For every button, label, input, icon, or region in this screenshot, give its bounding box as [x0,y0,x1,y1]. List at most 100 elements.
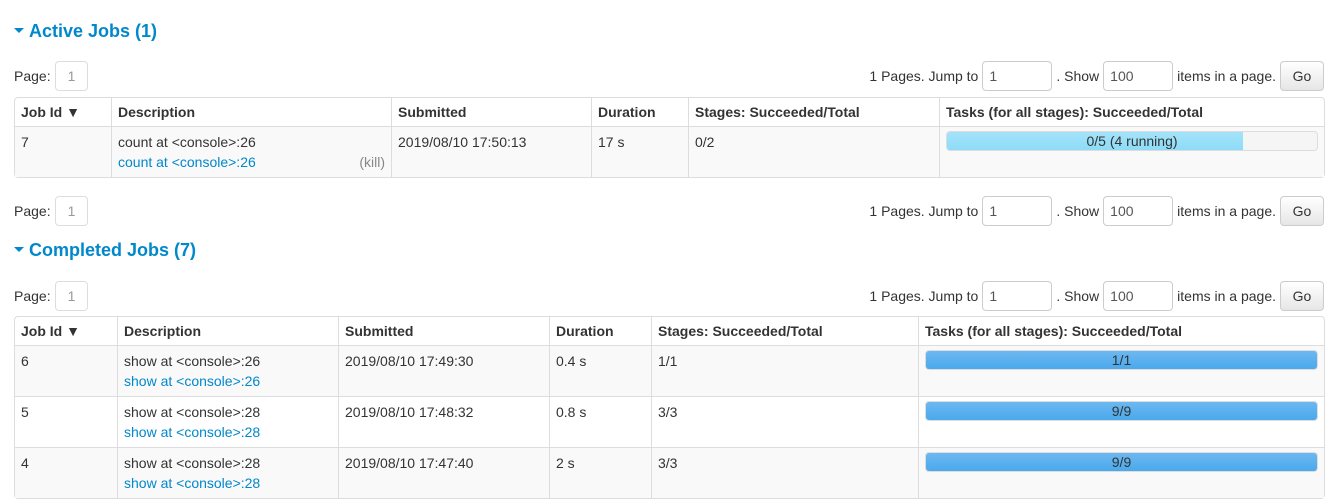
tasks-progress-bar: 9/9 [925,452,1318,472]
pages-text: 1 Pages. Jump to [869,68,979,84]
go-button[interactable]: Go [1280,61,1324,91]
table-row: 6 show at <console>:26 show at <console>:2… [15,346,1324,397]
page-size-input[interactable] [1103,196,1174,226]
job-id-cell: 7 [15,127,111,177]
duration-cell: 17 s [591,127,688,177]
active-pager-bottom: Page:1 1 Pages. Jump to . Show items in a p… [14,196,1324,226]
tasks-cell: 1/1 [918,346,1324,397]
collapse-arrow-icon [14,28,24,34]
go-button[interactable]: Go [1280,196,1324,226]
progress-fill [926,402,1317,420]
table-row: 5 show at <console>:28 show at <console>:2… [15,397,1324,448]
job-detail-link[interactable]: show at <console>:26 [124,373,261,389]
page-number-link[interactable]: 1 [55,61,88,91]
job-detail-link[interactable]: show at <console>:28 [124,424,261,440]
show-text: . Show [1056,68,1100,84]
completed-jobs-toggle[interactable]: Completed Jobs (7) [14,240,196,261]
show-text: . Show [1056,203,1100,219]
column-header-duration[interactable]: Duration [591,98,688,127]
tasks-cell: 9/9 [918,397,1324,448]
description-cell: count at <console>:26 count at <console>:… [111,127,391,177]
stages-cell: 3/3 [651,448,918,498]
active-jobs-title: Active Jobs (1) [29,21,158,41]
pager-controls: 1 Pages. Jump to . Show items in a page.Go [869,196,1324,226]
completed-pager-top: Page:1 1 Pages. Jump to . Show items in a p… [14,281,1324,311]
submitted-cell: 2019/08/10 17:49:30 [338,346,549,397]
header-row: Job Id ▼ Description Submitted Duration Stag… [15,317,1324,346]
description-cell: show at <console>:28 show at <console>:28 [117,397,338,448]
items-text: items in a page. [1177,288,1276,304]
progress-fill [926,351,1317,369]
description-text: show at <console>:28 [124,404,261,420]
active-jobs-toggle[interactable]: Active Jobs (1) [14,21,157,42]
page-number-link[interactable]: 1 [55,196,88,226]
table-row: 4 show at <console>:28 show at <console>:2… [15,448,1324,498]
stages-cell: 0/2 [688,127,939,177]
submitted-cell: 2019/08/10 17:47:40 [338,448,549,498]
duration-cell: 0.8 s [549,397,651,448]
column-header-tasks[interactable]: Tasks (for all stages): Succeeded/Total [918,317,1324,346]
page-size-input[interactable] [1103,281,1174,311]
page-label: Page: [14,288,51,304]
tasks-cell: 0/5 (4 running) [939,127,1324,177]
active-pager-top: Page:1 1 Pages. Jump to . Show items in a p… [14,61,1324,91]
stages-cell: 3/3 [651,397,918,448]
stages-cell: 1/1 [651,346,918,397]
page-label: Page: [14,203,51,219]
progress-text: 9/9 [1111,454,1132,470]
submitted-cell: 2019/08/10 17:48:32 [338,397,549,448]
column-header-duration[interactable]: Duration [549,317,651,346]
tasks-progress-bar: 0/5 (4 running) [946,131,1318,151]
job-id-cell: 4 [15,448,117,498]
column-header-tasks[interactable]: Tasks (for all stages): Succeeded/Total [939,98,1324,127]
progress-text: 9/9 [1111,403,1132,419]
pages-text: 1 Pages. Jump to [869,288,979,304]
active-jobs-table: Job Id ▼ Description Submitted Duration Stag… [14,97,1325,178]
pager-controls: 1 Pages. Jump to . Show items in a page.Go [869,61,1324,91]
duration-cell: 2 s [549,448,651,498]
column-header-job-id[interactable]: Job Id ▼ [15,317,117,346]
page-number-link[interactable]: 1 [55,281,88,311]
progress-fill [926,453,1317,471]
jump-to-page-input[interactable] [982,196,1053,226]
progress-fill [947,132,1243,150]
column-header-description[interactable]: Description [111,98,391,127]
description-text: show at <console>:28 [124,455,261,471]
column-header-submitted[interactable]: Submitted [391,98,591,127]
completed-jobs-table: Job Id ▼ Description Submitted Duration Stag… [14,316,1325,499]
job-id-cell: 6 [15,346,117,397]
pager-controls: 1 Pages. Jump to . Show items in a page.Go [869,281,1324,311]
description-text: count at <console>:26 [118,134,256,150]
submitted-cell: 2019/08/10 17:50:13 [391,127,591,177]
header-row: Job Id ▼ Description Submitted Duration Stag… [15,98,1324,127]
job-detail-link[interactable]: show at <console>:28 [124,475,261,491]
pages-text: 1 Pages. Jump to [869,203,979,219]
tasks-progress-bar: 9/9 [925,401,1318,421]
completed-jobs-title: Completed Jobs (7) [29,240,197,260]
description-cell: show at <console>:26 show at <console>:26 [117,346,338,397]
description-text: show at <console>:26 [124,353,261,369]
progress-text: 1/1 [1111,352,1132,368]
column-header-submitted[interactable]: Submitted [338,317,549,346]
duration-cell: 0.4 s [549,346,651,397]
jump-to-page-input[interactable] [982,281,1053,311]
column-header-job-id[interactable]: Job Id ▼ [15,98,111,127]
description-cell: show at <console>:28 show at <console>:28 [117,448,338,498]
go-button[interactable]: Go [1280,281,1324,311]
progress-text: 0/5 (4 running) [1086,133,1178,149]
job-detail-link[interactable]: count at <console>:26 [118,154,256,170]
tasks-progress-bar: 1/1 [925,350,1318,370]
job-id-cell: 5 [15,397,117,448]
items-text: items in a page. [1177,203,1276,219]
kill-link[interactable]: (kill) [359,154,385,170]
collapse-arrow-icon [14,247,24,253]
jump-to-page-input[interactable] [982,61,1053,91]
column-header-stages[interactable]: Stages: Succeeded/Total [688,98,939,127]
column-header-stages[interactable]: Stages: Succeeded/Total [651,317,918,346]
table-row: 7 count at <console>:26 count at <console>… [15,127,1324,177]
column-header-description[interactable]: Description [117,317,338,346]
items-text: items in a page. [1177,68,1276,84]
page-label: Page: [14,68,51,84]
show-text: . Show [1056,288,1100,304]
page-size-input[interactable] [1103,61,1174,91]
